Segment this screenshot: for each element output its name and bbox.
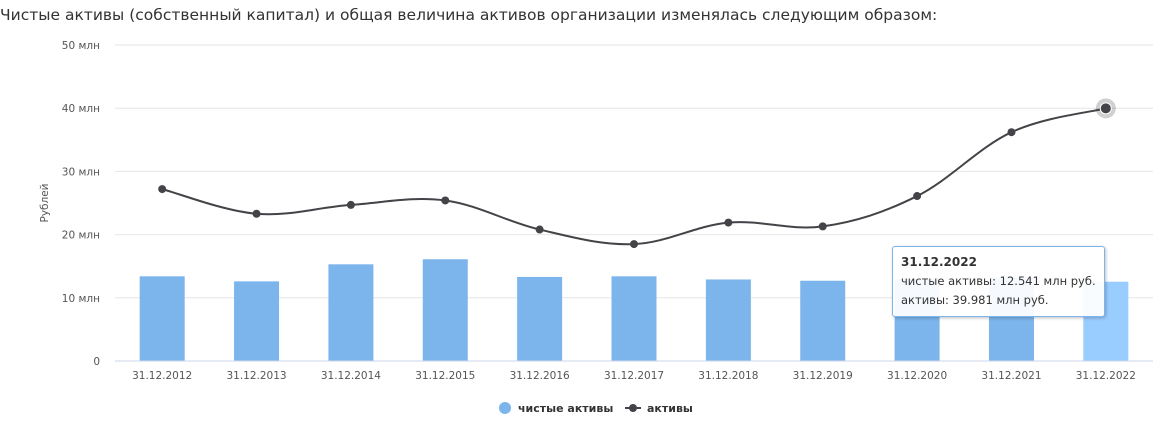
y-tick-label: 30 млн — [62, 166, 100, 178]
bar[interactable] — [611, 276, 657, 361]
y-tick-label: 50 млн — [62, 40, 100, 52]
x-tick-label: 31.12.2012 — [132, 370, 192, 382]
point[interactable] — [913, 192, 922, 201]
legend-line-marker — [629, 404, 637, 412]
tooltip-title: 31.12.2022 — [901, 255, 977, 269]
bar[interactable] — [139, 276, 185, 361]
legend: чистые активы активы — [499, 402, 693, 415]
legend-bar-label: чистые активы — [518, 402, 613, 415]
x-tick-label: 31.12.2018 — [698, 370, 758, 382]
y-axis-label: Рублей — [39, 183, 51, 222]
bar[interactable] — [422, 259, 468, 361]
x-tick-label: 31.12.2016 — [510, 370, 570, 382]
point[interactable] — [158, 185, 167, 194]
assets-line — [161, 107, 1107, 246]
y-tick-label: 20 млн — [62, 230, 100, 242]
x-axis-ticks: 31.12.2012 31.12.2013 31.12.2014 31.12.2015… — [132, 370, 1136, 382]
point[interactable] — [1007, 128, 1016, 137]
point[interactable] — [252, 209, 261, 218]
point[interactable] — [535, 225, 544, 234]
x-tick-label: 31.12.2019 — [793, 370, 853, 382]
x-tick-label: 31.12.2015 — [415, 370, 475, 382]
legend-line-label: активы — [647, 402, 693, 415]
tooltip-line-net-assets: чистые активы: 12.541 млн руб. — [901, 274, 1096, 288]
bars-series — [139, 259, 1129, 361]
tooltip: 31.12.2022 чистые активы: 12.541 млн руб… — [892, 246, 1105, 317]
x-tick-label: 31.12.2013 — [226, 370, 286, 382]
point[interactable] — [724, 218, 733, 227]
tooltip-line-assets: активы: 39.981 млн руб. — [901, 293, 1049, 307]
chart-heading: Чистые активы (собственный капитал) и об… — [0, 6, 938, 24]
point[interactable] — [630, 240, 638, 249]
x-tick-label: 31.12.2020 — [887, 370, 947, 382]
point[interactable] — [441, 196, 450, 205]
bar[interactable] — [328, 264, 374, 361]
bar[interactable] — [800, 280, 846, 361]
bar[interactable] — [705, 279, 751, 361]
legend-bar-symbol — [499, 402, 511, 414]
y-tick-label: 0 — [93, 356, 100, 368]
legend-item-line[interactable]: активы — [625, 402, 693, 415]
x-tick-label: 31.12.2022 — [1076, 370, 1136, 382]
y-tick-label: 10 млн — [62, 293, 100, 305]
x-tick-label: 31.12.2021 — [981, 370, 1041, 382]
y-tick-label: 40 млн — [62, 103, 100, 115]
legend-item-bars[interactable]: чистые активы — [499, 402, 613, 415]
y-axis-ticks: 0 10 млн 20 млн 30 млн 40 млн 50 млн — [62, 40, 100, 368]
point[interactable] — [346, 200, 355, 209]
bar[interactable] — [234, 281, 280, 361]
assets-points — [158, 98, 1116, 249]
point[interactable] — [818, 222, 827, 231]
x-tick-label: 31.12.2014 — [321, 370, 381, 382]
bar[interactable] — [517, 276, 563, 361]
point[interactable] — [1099, 102, 1112, 115]
x-tick-label: 31.12.2017 — [604, 370, 664, 382]
